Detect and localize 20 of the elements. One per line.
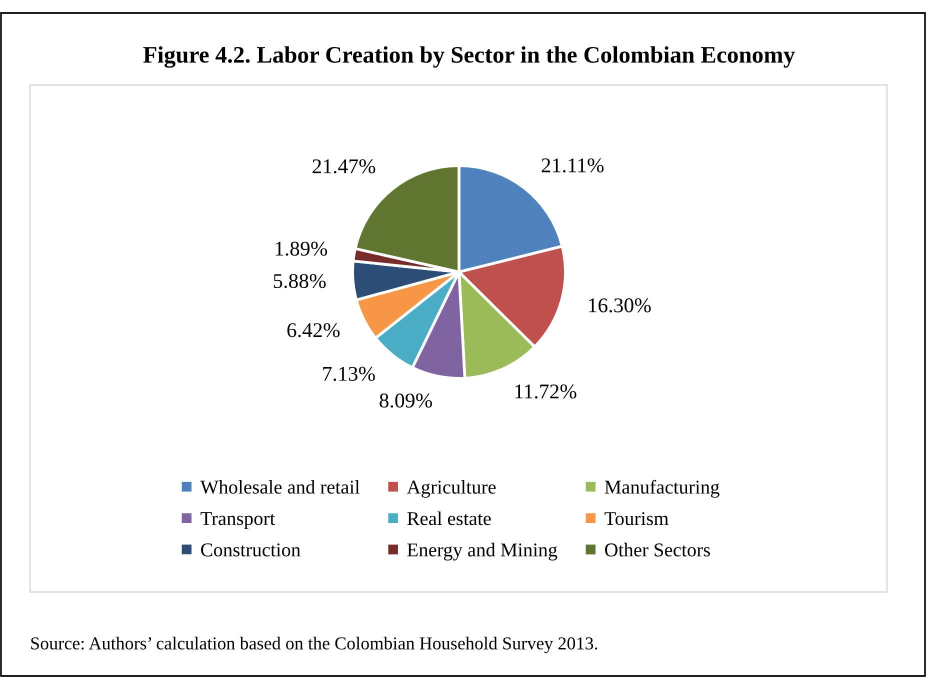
data-label: 8.09% (380, 394, 432, 408)
legend-label: Construction (201, 543, 300, 556)
data-label: 7.13% (323, 366, 375, 381)
data-label: 21.11% (542, 158, 604, 172)
data-label: 11.72% (515, 384, 576, 399)
legend-label: Energy and Mining (407, 542, 558, 560)
legend-label: Transport (200, 512, 276, 530)
data-label: 1.89% (276, 242, 328, 256)
legend-label: Real estate (407, 511, 491, 526)
legend-label: Tourism (604, 512, 668, 526)
legend-label: Wholesale and retail (200, 480, 360, 494)
chart-title: Figure 4.2. Labor Creation by Sector in the Colombian Economy (143, 46, 795, 68)
data-label: 16.30% (589, 298, 651, 312)
legend-label: Manufacturing (604, 480, 720, 498)
legend-label: Agriculture (406, 480, 496, 498)
data-label: 21.47% (312, 159, 376, 174)
data-label: 5.88% (274, 274, 326, 288)
legend-label: Other Sectors (605, 542, 710, 556)
source-note: Source: Authors’ calculation based on the Colombian Household Survey 2013. (31, 636, 598, 654)
data-label: 6.42% (287, 323, 340, 338)
